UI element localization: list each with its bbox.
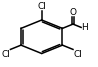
Text: O: O <box>69 8 77 17</box>
Text: Cl: Cl <box>1 50 10 59</box>
Text: Cl: Cl <box>74 50 82 59</box>
Text: H: H <box>82 23 88 32</box>
Text: Cl: Cl <box>37 2 46 11</box>
